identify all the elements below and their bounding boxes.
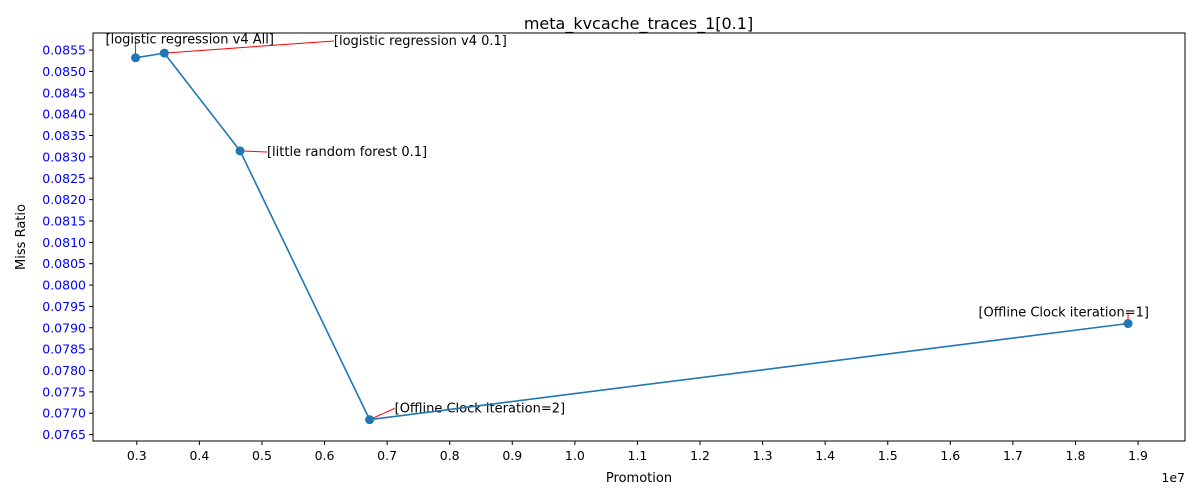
data-point: [1123, 319, 1133, 329]
data-point: [365, 415, 375, 425]
y-tick-label: 0.0805: [42, 256, 86, 271]
y-tick-label: 0.0765: [42, 427, 86, 442]
annotation-label: [little random forest 0.1]: [267, 145, 427, 160]
x-tick-label: 0.9: [502, 448, 522, 463]
y-tick-label: 0.0825: [42, 171, 86, 186]
y-tick-label: 0.0795: [42, 299, 86, 314]
y-tick-label: 0.0815: [42, 213, 86, 228]
y-tick-label: 0.0840: [42, 107, 86, 122]
x-tick-label: 1.3: [753, 448, 773, 463]
x-tick-label: 1.6: [940, 448, 960, 463]
y-tick-label: 0.0845: [42, 85, 86, 100]
y-tick-label: 0.0820: [42, 192, 86, 207]
x-tick-label: 0.3: [127, 448, 147, 463]
x-axis-label: Promotion: [606, 471, 672, 486]
y-tick-label: 0.0775: [42, 384, 86, 399]
annotation-label: [Offline Clock iteration=2]: [395, 401, 565, 416]
x-tick-label: 1.8: [1066, 448, 1086, 463]
annotations: [logistic regression v4 All] [logistic re…: [106, 33, 1149, 421]
x-tick-label: 1.9: [1128, 448, 1148, 463]
y-tick-label: 0.0810: [42, 235, 86, 250]
data-point: [235, 146, 245, 156]
y-tick-label: 0.0800: [42, 278, 86, 293]
y-tick-label: 0.0780: [42, 363, 86, 378]
annotation-arrow: [369, 407, 395, 421]
y-tick-label: 0.0790: [42, 320, 86, 335]
x-tick-label: 1.7: [1003, 448, 1023, 463]
y-tick-label: 0.0855: [42, 43, 86, 58]
annotation-arrow: [164, 40, 334, 54]
annotation-label: [Offline Clock iteration=1]: [978, 306, 1148, 321]
annotation-label: [logistic regression v4 0.1]: [334, 34, 507, 49]
y-tick-label: 0.0850: [42, 64, 86, 79]
chart-title: meta_kvcache_traces_1[0.1]: [524, 14, 753, 34]
series-line: [135, 52, 1129, 421]
series: [131, 48, 1133, 425]
plot-area: [92, 32, 1186, 442]
data-point: [159, 48, 169, 58]
x-tick-label: 0.5: [252, 448, 272, 463]
x-tick-label: 1.1: [627, 448, 647, 463]
y-tick-label: 0.0785: [42, 342, 86, 357]
x-tick-label: 1.5: [878, 448, 898, 463]
y-tick-label: 0.0835: [42, 128, 86, 143]
x-tick-label: 0.8: [440, 448, 460, 463]
data-point: [131, 53, 141, 63]
x-tick-label: 1.2: [690, 448, 710, 463]
x-tick-label: 1.0: [565, 448, 585, 463]
x-tick-label: 0.4: [189, 448, 209, 463]
y-axis-label: Miss Ratio: [14, 204, 29, 270]
x-tick-label: 0.6: [315, 448, 335, 463]
y-tick-label: 0.0770: [42, 406, 86, 421]
y-tick-label: 0.0830: [42, 149, 86, 164]
x-tick-label: 0.7: [377, 448, 397, 463]
x-tick-label: 1.4: [815, 448, 835, 463]
x-axis-offset-label: 1e7: [1161, 470, 1185, 485]
x-axis: 0.3 0.4 0.5 0.6 0.7 0.8 0.9 1.0 1.1 1.2 1.3 1.4 1.5 1…: [127, 441, 1148, 463]
annotation-label: [logistic regression v4 All]: [106, 33, 274, 48]
y-axis: 0.0765 0.0770 0.0775 0.0780 0.0785 0.0790 0.07…: [42, 43, 93, 442]
